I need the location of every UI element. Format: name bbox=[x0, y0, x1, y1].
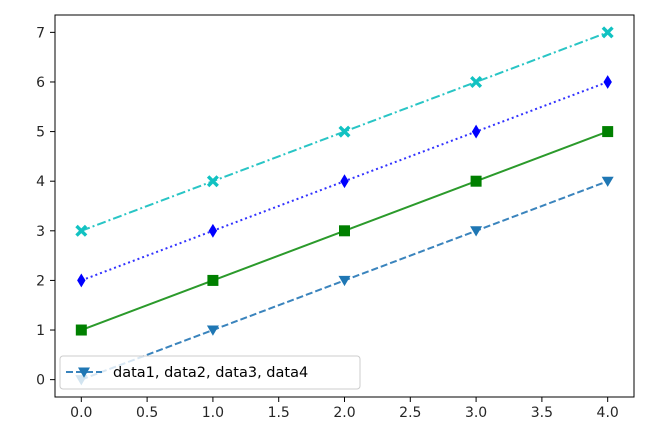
series-2-point bbox=[207, 274, 219, 286]
legend: data1, data2, data3, data4 bbox=[59, 355, 361, 390]
x-tick-label: 1.5 bbox=[268, 405, 290, 421]
axis-ticks: 0.0 0.5 1.0 1.5 2.0 2.5 3.0 3.5 4.0 0 1 2 3 4 5 6 7 bbox=[36, 25, 619, 421]
series-3-point bbox=[603, 75, 612, 89]
plot-frame bbox=[54, 14, 635, 398]
series-1-point bbox=[338, 275, 351, 287]
series-4-point bbox=[338, 125, 351, 138]
series-1-point bbox=[206, 325, 219, 336]
y-tick-label: 5 bbox=[36, 125, 45, 141]
series-2 bbox=[75, 126, 614, 336]
x-tick-label: 2.0 bbox=[333, 405, 355, 421]
legend-box bbox=[59, 355, 361, 390]
x-tick-label: 3.5 bbox=[531, 405, 553, 421]
y-tick-label: 7 bbox=[36, 25, 45, 41]
series-4-point bbox=[601, 26, 614, 39]
y-tick-label: 2 bbox=[36, 273, 45, 289]
series-4-point bbox=[75, 224, 88, 237]
series-2-point bbox=[470, 175, 482, 187]
series-3-point bbox=[340, 174, 349, 189]
x-tick-label: 2.5 bbox=[399, 405, 421, 421]
y-tick-label: 1 bbox=[36, 323, 45, 339]
y-tick-label: 6 bbox=[36, 75, 45, 91]
x-tick-label: 0.0 bbox=[70, 405, 92, 421]
series-1-point bbox=[601, 176, 614, 187]
series-3-point bbox=[471, 124, 481, 139]
x-tick-label: 4.0 bbox=[597, 405, 619, 421]
legend-marker-symbol bbox=[78, 367, 90, 378]
legend-marker bbox=[78, 367, 90, 378]
series-4-point bbox=[206, 175, 219, 188]
y-tick-label: 3 bbox=[36, 224, 45, 240]
x-tick-label: 0.5 bbox=[136, 405, 158, 421]
x-tick-label: 3.0 bbox=[465, 405, 487, 421]
series-2-point bbox=[602, 126, 614, 138]
plot-axes bbox=[55, 15, 634, 397]
series-2-point bbox=[75, 324, 87, 336]
legend-label: data1, data2, data3, data4 bbox=[113, 365, 308, 381]
series-4-point bbox=[470, 75, 483, 88]
series-4 bbox=[75, 26, 614, 237]
series-2-point bbox=[339, 225, 350, 237]
series-1-point bbox=[470, 226, 483, 237]
plot-area bbox=[55, 15, 634, 397]
series-4-line bbox=[80, 31, 609, 232]
y-tick-label: 4 bbox=[36, 174, 45, 190]
x-tick-label: 1.0 bbox=[202, 405, 224, 421]
y-tick-label: 0 bbox=[36, 373, 45, 389]
